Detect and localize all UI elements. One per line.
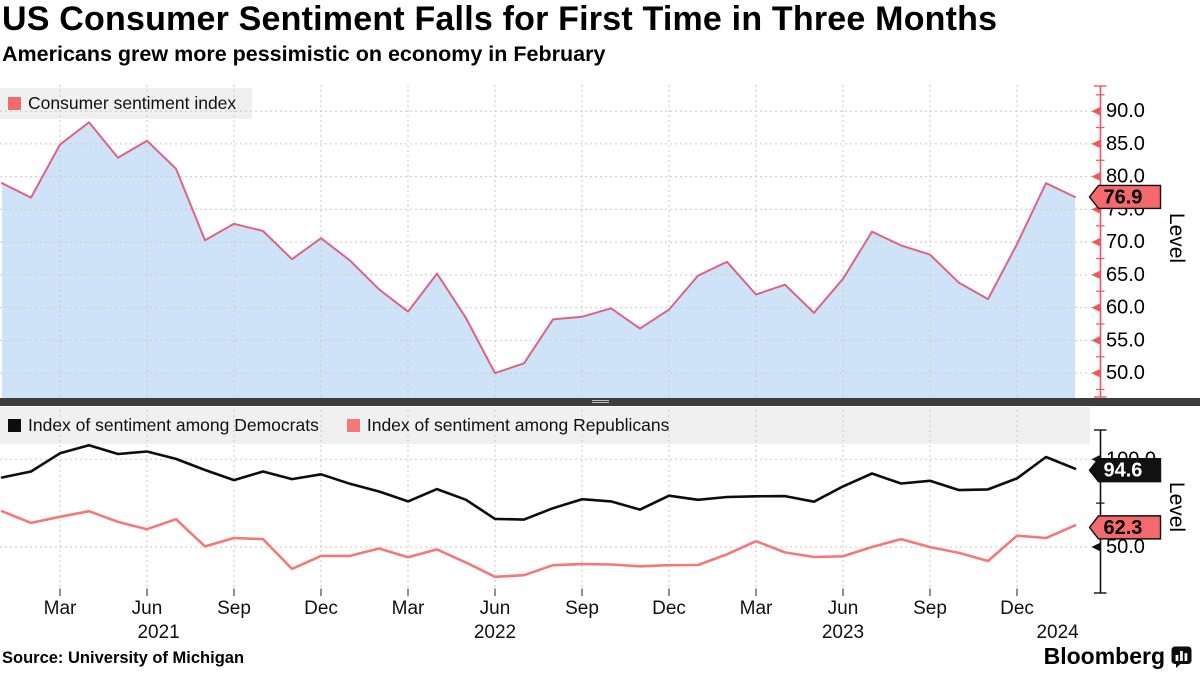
democrats-value-badge [1090,459,1161,482]
x-year-label: 2024 [1018,622,1098,644]
y-tick-label: 65.0 [1106,264,1145,286]
y-tick-arrow-icon [1092,107,1101,116]
democrats-legend-label: Index of sentiment among Democrats [28,415,319,436]
democrats-legend-swatch-icon [8,419,21,432]
divider-drag-handle[interactable] [592,400,609,404]
y-tick-label: 50.0 [1106,536,1145,558]
x-month-label: Jun [117,598,177,620]
y-tick-arrow-icon [1092,238,1101,247]
page-title: US Consumer Sentiment Falls for First Ti… [2,0,997,39]
page-subtitle: Americans grew more pessimistic on econo… [2,42,605,67]
republicans-legend-swatch-icon [347,419,360,432]
sentiment-legend-label: Consumer sentiment index [28,93,236,114]
x-month-label: Sep [204,598,264,620]
x-month-label: Sep [552,598,612,620]
y-tick-label: 90.0 [1106,100,1145,122]
y-tick-label: 60.0 [1106,297,1145,319]
consumer-sentiment-area [2,122,1075,398]
y-tick-arrow-icon [1092,139,1101,148]
x-month-label: Jun [465,598,525,620]
y-tick-label: 85.0 [1106,133,1145,155]
republicans-value-badge-value: 62.3 [1104,517,1143,539]
democrats-legend-item: Index of sentiment among Democrats [8,415,319,436]
x-month-label: Sep [900,598,960,620]
panel-divider [0,398,1200,406]
bloomberg-logo-text: Bloomberg [1044,643,1165,670]
x-year-label: 2023 [803,622,883,644]
democrats-line [2,445,1075,519]
y-tick-arrow-icon [1092,205,1101,214]
x-month-label: Mar [378,598,438,620]
y-tick-arrow-icon [1092,303,1101,312]
y-tick-label: 100.0 [1106,448,1156,470]
y-tick-arrow-icon [1092,172,1101,181]
y-tick-label: 75.0 [1106,198,1145,220]
sentiment-legend-swatch-icon [8,97,21,110]
y-tick-arrow-icon [1092,455,1101,464]
republicans-legend-item: Index of sentiment among Republicans [347,415,670,436]
x-month-label: Mar [726,598,786,620]
party-legend: Index of sentiment among Democrats Index… [0,407,1090,444]
democrats-value-badge-value: 94.6 [1104,460,1143,482]
y-tick-label: 50.0 [1106,362,1145,384]
page: US Consumer Sentiment Falls for First Ti… [0,0,1200,675]
sentiment-value-badge [1090,185,1161,208]
x-month-label: Dec [987,598,1047,620]
y-axis-title-top: Level [1164,196,1188,280]
y-tick-label: 70.0 [1106,231,1145,253]
y-tick-label: 80.0 [1106,166,1145,188]
republicans-line [2,511,1075,577]
x-month-label: Jun [813,598,873,620]
source-label: Source: University of Michigan [2,649,244,668]
consumer-sentiment-line [2,122,1075,373]
x-month-label: Dec [639,598,699,620]
y-tick-arrow-icon [1092,270,1101,279]
republicans-value-badge [1090,516,1161,539]
y-tick-arrow-icon [1092,542,1101,551]
sentiment-value-badge-value: 76.9 [1104,186,1143,208]
x-year-label: 2022 [455,622,535,644]
republicans-legend-label: Index of sentiment among Republicans [367,415,670,436]
bloomberg-logo: Bloomberg [1044,643,1192,670]
x-month-label: Dec [291,598,351,620]
y-tick-label: 55.0 [1106,329,1145,351]
x-year-label: 2021 [119,622,199,644]
sentiment-legend: Consumer sentiment index [0,88,252,119]
y-axis-title-bottom: Level [1164,465,1188,549]
bloomberg-chart-bubble-icon [1171,646,1192,668]
y-tick-arrow-icon [1092,369,1101,378]
x-month-label: Mar [30,598,90,620]
y-tick-arrow-icon [1092,336,1101,345]
